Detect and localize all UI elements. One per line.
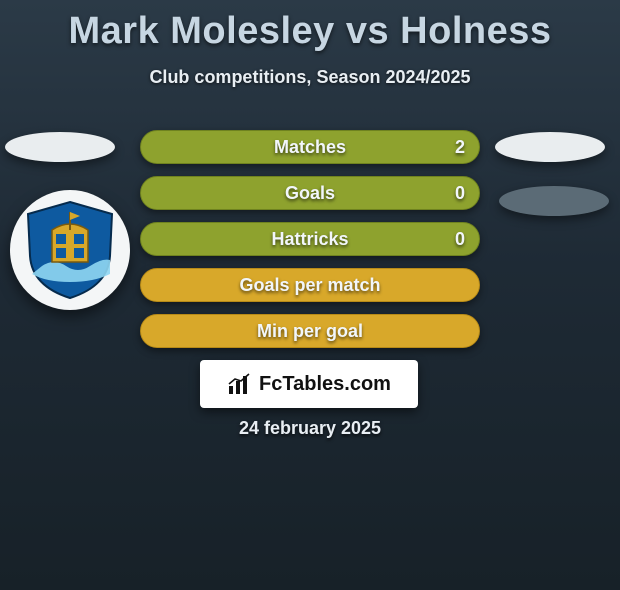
stat-value: 2 [455, 131, 465, 163]
comparison-subtitle: Club competitions, Season 2024/2025 [0, 67, 620, 88]
comparison-title: Mark Molesley vs Holness [0, 10, 620, 53]
right-team-badge-placeholder-2 [499, 186, 609, 216]
club-crest [10, 190, 130, 310]
stat-label: Hattricks [141, 223, 479, 255]
stat-bars: Matches2Goals0Hattricks0Goals per matchM… [140, 130, 480, 360]
stat-bar-matches: Matches2 [140, 130, 480, 164]
brand-badge: FcTables.com [200, 360, 418, 408]
crest-disc [10, 190, 130, 310]
bar-chart-icon [227, 372, 251, 396]
stat-bar-goals-per-match: Goals per match [140, 268, 480, 302]
stat-bar-min-per-goal: Min per goal [140, 314, 480, 348]
stat-bar-hattricks: Hattricks0 [140, 222, 480, 256]
left-team-badge-placeholder-1 [5, 132, 115, 162]
stat-bar-goals: Goals0 [140, 176, 480, 210]
stat-value: 0 [455, 177, 465, 209]
right-team-badge-placeholder-1 [495, 132, 605, 162]
stat-label: Min per goal [141, 315, 479, 347]
stat-label: Matches [141, 131, 479, 163]
snapshot-date: 24 february 2025 [0, 418, 620, 439]
shield-icon [22, 200, 118, 300]
stat-label: Goals per match [141, 269, 479, 301]
stat-value: 0 [455, 223, 465, 255]
stat-label: Goals [141, 177, 479, 209]
brand-text: FcTables.com [259, 373, 391, 396]
